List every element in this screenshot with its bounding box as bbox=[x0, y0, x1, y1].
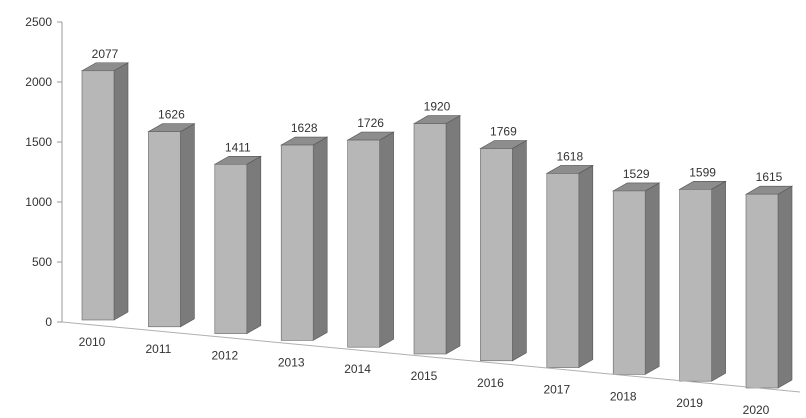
bar-side bbox=[711, 180, 726, 382]
y-tick-label: 1000 bbox=[25, 195, 52, 209]
data-label: 2077 bbox=[92, 47, 119, 61]
bar bbox=[148, 131, 181, 328]
bar-side bbox=[512, 140, 527, 362]
bar bbox=[679, 189, 712, 382]
data-label: 1769 bbox=[490, 125, 517, 139]
bar bbox=[745, 193, 779, 389]
x-axis-line bbox=[61, 321, 801, 393]
bar-side bbox=[113, 62, 129, 321]
data-label: 1626 bbox=[158, 108, 185, 122]
x-tick-label: 2017 bbox=[543, 383, 570, 397]
x-tick-label: 2018 bbox=[610, 389, 637, 403]
data-label: 1618 bbox=[556, 149, 583, 163]
bar-side bbox=[578, 164, 594, 369]
bar-side bbox=[445, 115, 461, 355]
x-axis: 2010 2011 2012 2013 2014 2015 2016 2017 2018 2019… bbox=[61, 321, 801, 417]
y-tick-label: 0 bbox=[45, 315, 52, 329]
data-label: 1726 bbox=[357, 116, 384, 130]
x-tick-label: 2011 bbox=[145, 342, 171, 356]
bar bbox=[214, 163, 248, 334]
data-label: 1920 bbox=[424, 100, 451, 114]
y-tick-label: 500 bbox=[32, 255, 52, 269]
bar bbox=[480, 148, 513, 362]
bar-side bbox=[246, 155, 262, 335]
data-label: 1599 bbox=[689, 165, 716, 179]
x-tick-label: 2016 bbox=[477, 376, 504, 390]
bar-side bbox=[379, 131, 394, 348]
x-tick-label: 2014 bbox=[344, 362, 371, 376]
bar-side bbox=[644, 182, 660, 375]
bar bbox=[413, 123, 447, 355]
bar bbox=[81, 70, 115, 321]
data-label: 1628 bbox=[291, 121, 318, 135]
x-tick-label: 2020 bbox=[743, 403, 770, 417]
data-labels: 2077 1626 1411 1628 1726 1920 1769 1618 1529 1599… bbox=[92, 47, 783, 184]
bars bbox=[80, 62, 794, 389]
bar bbox=[347, 139, 380, 348]
x-tick-label: 2015 bbox=[411, 369, 438, 383]
x-tick-label: 2013 bbox=[278, 355, 305, 369]
x-tick-label: 2019 bbox=[676, 396, 703, 410]
data-label: 1615 bbox=[756, 170, 783, 184]
bar-side bbox=[180, 123, 195, 328]
bar bbox=[280, 144, 314, 341]
data-label: 1411 bbox=[225, 140, 251, 154]
y-axis: 0 500 1000 1500 2000 2500 bbox=[25, 15, 63, 329]
x-tick-label: 2010 bbox=[79, 335, 106, 349]
y-tick-label: 2500 bbox=[25, 15, 52, 29]
bar-side bbox=[777, 185, 793, 389]
y-tick-label: 1500 bbox=[25, 135, 52, 149]
x-tick-label: 2012 bbox=[211, 349, 238, 363]
data-label: 1529 bbox=[623, 167, 650, 181]
bar-side bbox=[312, 136, 328, 341]
bar bbox=[612, 190, 646, 375]
y-tick-label: 2000 bbox=[25, 75, 52, 89]
bar bbox=[546, 173, 580, 368]
